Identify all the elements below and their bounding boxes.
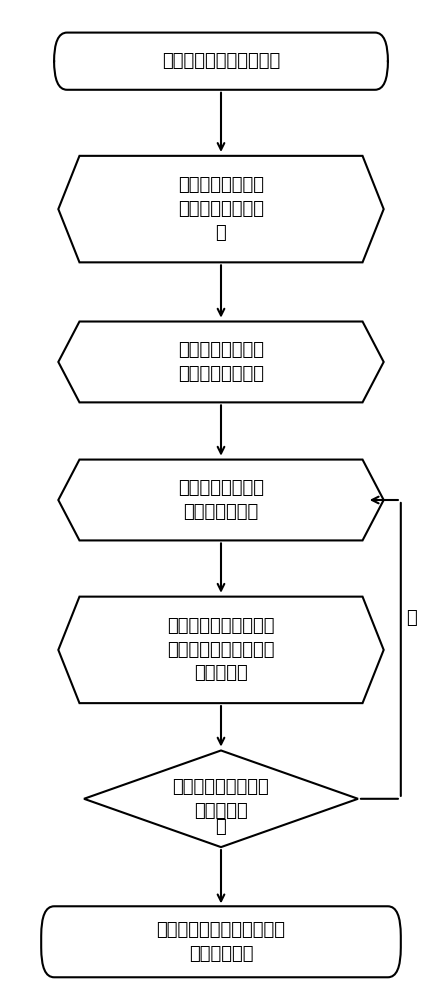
FancyBboxPatch shape bbox=[54, 33, 388, 90]
Polygon shape bbox=[58, 597, 384, 703]
Polygon shape bbox=[84, 750, 358, 847]
Text: 确定消毒机处于启动状态: 确定消毒机处于启动状态 bbox=[162, 52, 280, 70]
Polygon shape bbox=[58, 322, 384, 402]
Text: 结束滤网加热工作，等待下
一次加热启动: 结束滤网加热工作，等待下 一次加热启动 bbox=[156, 921, 286, 963]
Text: 判断对滤网的加热工
作是否结束: 判断对滤网的加热工 作是否结束 bbox=[173, 778, 269, 820]
FancyBboxPatch shape bbox=[41, 906, 401, 977]
Text: 获取消毒机所在区
域的当前环境温度
值: 获取消毒机所在区 域的当前环境温度 值 bbox=[178, 176, 264, 242]
Text: 否: 否 bbox=[406, 609, 417, 627]
Polygon shape bbox=[58, 156, 384, 262]
Text: 基于当前环境温度
值确定补偿温度值: 基于当前环境温度 值确定补偿温度值 bbox=[178, 341, 264, 383]
Polygon shape bbox=[58, 460, 384, 540]
Text: 是: 是 bbox=[216, 818, 226, 836]
Text: 获取消毒机中风道
内的实时温度值: 获取消毒机中风道 内的实时温度值 bbox=[178, 479, 264, 521]
Text: 基于实时温度值以及补
偿温度值来确定滤网的
当前温度值: 基于实时温度值以及补 偿温度值来确定滤网的 当前温度值 bbox=[167, 617, 275, 682]
